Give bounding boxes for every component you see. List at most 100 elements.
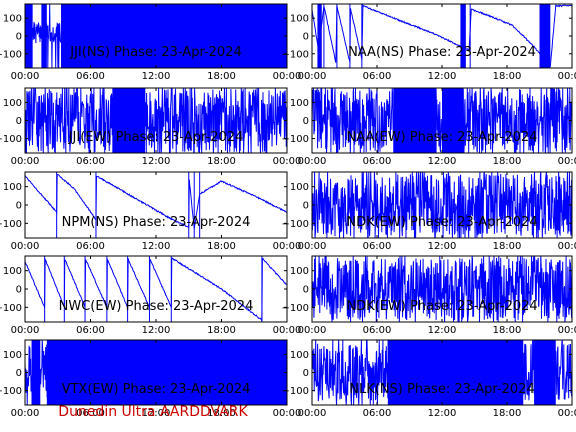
panel-title: NAA(NS) Phase: 23-Apr-2024 xyxy=(348,45,536,60)
x-tick-label: 12:00 xyxy=(428,408,457,419)
dense-phase-region xyxy=(317,4,322,68)
x-tick-label: 00:00 xyxy=(273,156,302,167)
panel-title: JJI(EW) Phase: 23-Apr-2024 xyxy=(68,130,244,145)
y-tick-label: 100 xyxy=(3,350,22,361)
x-tick-label: 12:00 xyxy=(428,156,457,167)
y-tick-label: 0 xyxy=(16,285,22,296)
x-tick-label: 00:00 xyxy=(558,156,576,167)
phase-trace xyxy=(25,174,287,229)
x-tick-label: 18:00 xyxy=(207,241,236,252)
x-tick-label: 00:00 xyxy=(558,408,576,419)
phase-trace xyxy=(312,256,572,322)
y-tick-label: 100 xyxy=(290,14,309,25)
dense-phase-region xyxy=(112,88,146,153)
x-tick-label: 12:00 xyxy=(142,241,171,252)
y-tick-label: 100 xyxy=(3,14,22,25)
dense-phase-region xyxy=(25,4,33,68)
panel-title: NAA(EW) Phase: 23-Apr-2024 xyxy=(347,130,538,145)
y-tick-label: 0 xyxy=(16,32,22,43)
panel-title: VTX(EW) Phase: 23-Apr-2024 xyxy=(62,382,251,397)
panel-3: 100 0 −100 00:00 06:00 12:00 18:00 00:00 JJI(EW)… xyxy=(0,87,302,167)
dense-phase-region xyxy=(61,4,287,68)
y-tick-label: 0 xyxy=(16,368,22,379)
x-tick-label: 12:00 xyxy=(142,325,171,336)
phase-trace xyxy=(312,4,572,67)
x-tick-label: 00:00 xyxy=(273,71,302,82)
y-tick-label: 100 xyxy=(3,98,22,109)
y-tick-label: 100 xyxy=(290,350,309,361)
panel-6: 100 0 −100 00:00 06:00 12:00 18:00 00:00 NDK(EW)… xyxy=(282,171,576,252)
y-tick-label: 0 xyxy=(303,368,309,379)
panel-5: 100 0 −100 00:00 06:00 12:00 18:00 00:00 NPM(NS)… xyxy=(0,171,302,252)
x-tick-label: 00:00 xyxy=(11,408,40,419)
y-tick-label: −100 xyxy=(0,134,22,145)
x-tick-label: 06:00 xyxy=(76,241,105,252)
x-tick-label: 12:00 xyxy=(142,408,171,419)
y-tick-label: −100 xyxy=(282,134,309,145)
panel-title: NWC(EW) Phase: 23-Apr-2024 xyxy=(59,299,254,314)
x-tick-label: 00:00 xyxy=(298,241,327,252)
panel-2: 100 0 −100 00:00 06:00 12:00 18:00 00:00 NAA(NS)… xyxy=(282,3,576,82)
y-tick-label: 0 xyxy=(303,116,309,127)
y-tick-label: 0 xyxy=(303,285,309,296)
panel-4: 100 0 −100 00:00 06:00 12:00 18:00 00:00 NAA(EW)… xyxy=(282,87,576,167)
dense-phase-region xyxy=(539,4,551,68)
x-tick-label: 12:00 xyxy=(428,71,457,82)
panel-8: 100 0 −100 00:00 06:00 12:00 18:00 00:00 NDK(EW)… xyxy=(282,255,576,336)
dense-phase-region xyxy=(442,88,464,153)
x-tick-label: 00:00 xyxy=(11,71,40,82)
phase-trace xyxy=(312,172,572,238)
panel-title: NLK(NS) Phase: 23-Apr-2024 xyxy=(349,382,534,397)
x-tick-label: 00:00 xyxy=(298,408,327,419)
x-tick-label: 12:00 xyxy=(428,241,457,252)
x-tick-label: 00:00 xyxy=(298,325,327,336)
y-tick-label: −100 xyxy=(0,49,22,60)
x-tick-label: 00:00 xyxy=(11,156,40,167)
x-tick-label: 06:00 xyxy=(76,71,105,82)
x-tick-label: 06:00 xyxy=(76,325,105,336)
panel-10: 100 0 −100 00:00 06:00 12:00 18:00 00:00 NLK(NS)… xyxy=(282,339,576,419)
panel-7: 100 0 −100 00:00 06:00 12:00 18:00 00:00 NWC(EW)… xyxy=(0,255,302,336)
x-tick-label: 06:00 xyxy=(76,156,105,167)
panel-title: NDK(EW) Phase: 23-Apr-2024 xyxy=(346,299,537,314)
y-tick-label: −100 xyxy=(0,386,22,397)
x-tick-label: 06:00 xyxy=(363,71,392,82)
phase-trace xyxy=(25,88,287,153)
y-tick-label: 100 xyxy=(3,266,22,277)
y-tick-label: −100 xyxy=(0,219,22,230)
dense-phase-region xyxy=(31,340,41,405)
y-tick-label: −100 xyxy=(282,219,309,230)
x-tick-label: 18:00 xyxy=(493,408,522,419)
y-tick-label: 100 xyxy=(290,98,309,109)
x-tick-label: 18:00 xyxy=(493,71,522,82)
y-tick-label: −100 xyxy=(282,49,309,60)
x-tick-label: 00:00 xyxy=(298,156,327,167)
x-tick-label: 06:00 xyxy=(76,408,105,419)
panel-title: NDK(EW) Phase: 23-Apr-2024 xyxy=(346,215,537,230)
y-tick-label: 0 xyxy=(16,116,22,127)
x-tick-label: 18:00 xyxy=(207,156,236,167)
x-tick-label: 00:00 xyxy=(273,408,302,419)
x-tick-label: 06:00 xyxy=(363,408,392,419)
x-tick-label: 00:00 xyxy=(273,325,302,336)
x-tick-label: 06:00 xyxy=(363,241,392,252)
y-tick-label: 100 xyxy=(290,266,309,277)
x-tick-label: 18:00 xyxy=(207,408,236,419)
phase-trace xyxy=(25,257,287,322)
x-tick-label: 06:00 xyxy=(363,325,392,336)
panel-title: NPM(NS) Phase: 23-Apr-2024 xyxy=(62,215,251,230)
dense-phase-region xyxy=(46,340,287,405)
panel-1: 100 0 −100 00:00 06:00 12:00 18:00 00:00 JJI(NS)… xyxy=(0,3,302,82)
x-tick-label: 06:00 xyxy=(363,156,392,167)
x-tick-label: 12:00 xyxy=(142,71,171,82)
x-tick-label: 00:00 xyxy=(558,325,576,336)
y-tick-label: −100 xyxy=(282,303,309,314)
panel-title: JJI(NS) Phase: 23-Apr-2024 xyxy=(69,45,241,60)
dense-phase-region xyxy=(387,340,524,405)
x-tick-label: 00:00 xyxy=(273,241,302,252)
x-tick-label: 00:00 xyxy=(11,325,40,336)
x-tick-label: 12:00 xyxy=(142,156,171,167)
x-tick-label: 18:00 xyxy=(493,241,522,252)
x-tick-label: 12:00 xyxy=(428,325,457,336)
